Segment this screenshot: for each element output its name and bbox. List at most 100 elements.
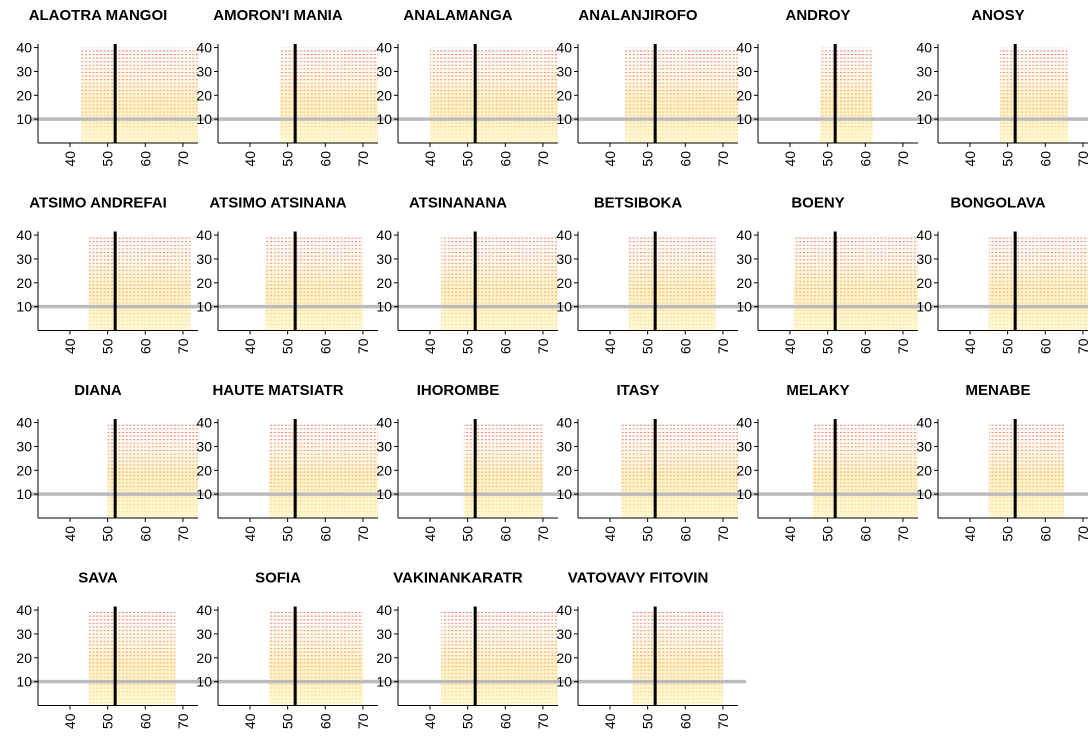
panel-title: AMORON'I MANIA bbox=[213, 7, 343, 24]
panel-title: BETSIBOKA bbox=[594, 195, 683, 212]
panel-title: ANALAMANGA bbox=[403, 7, 512, 24]
x-tick-label: 70 bbox=[355, 526, 371, 542]
x-tick-label: 60 bbox=[857, 526, 873, 542]
y-tick-label: 30 bbox=[16, 251, 32, 267]
y-tick-label: 40 bbox=[556, 602, 572, 618]
y-tick-label: 30 bbox=[196, 251, 212, 267]
x-tick-label: 70 bbox=[355, 713, 371, 729]
x-tick-label: 50 bbox=[100, 526, 116, 542]
density-fill bbox=[430, 47, 558, 144]
y-tick-label: 20 bbox=[916, 462, 932, 478]
x-tick-label: 70 bbox=[175, 713, 191, 729]
x-tick-label: 60 bbox=[497, 713, 513, 729]
x-tick-label: 50 bbox=[460, 151, 476, 167]
y-tick-label: 40 bbox=[736, 227, 752, 243]
x-tick-label: 50 bbox=[640, 713, 656, 729]
panel-title: MELAKY bbox=[786, 382, 849, 399]
panel-title: BOENY bbox=[791, 195, 844, 212]
x-tick-label: 70 bbox=[1075, 526, 1088, 542]
y-tick-label: 10 bbox=[556, 486, 572, 502]
x-tick-label: 60 bbox=[677, 151, 693, 167]
panel-title: DIANA bbox=[74, 382, 122, 399]
y-tick-label: 40 bbox=[16, 602, 32, 618]
y-tick-label: 20 bbox=[916, 87, 932, 103]
x-tick-label: 60 bbox=[857, 151, 873, 167]
x-tick-label: 50 bbox=[100, 151, 116, 167]
x-tick-label: 60 bbox=[137, 526, 153, 542]
x-tick-label: 50 bbox=[820, 338, 836, 354]
x-tick-label: 60 bbox=[497, 338, 513, 354]
density-fill bbox=[441, 235, 558, 331]
x-tick-label: 60 bbox=[677, 526, 693, 542]
y-tick-label: 20 bbox=[736, 275, 752, 291]
y-tick-label: 10 bbox=[16, 674, 32, 690]
y-tick-label: 30 bbox=[916, 63, 932, 79]
y-tick-label: 30 bbox=[556, 251, 572, 267]
y-tick-label: 30 bbox=[736, 438, 752, 454]
y-tick-label: 20 bbox=[916, 275, 932, 291]
x-tick-label: 40 bbox=[602, 526, 618, 542]
density-fill bbox=[793, 235, 918, 331]
panel-title: VAKINANKARATR bbox=[393, 570, 523, 587]
panel-title: ANALANJIROFO bbox=[578, 7, 697, 24]
density-fill bbox=[812, 422, 918, 518]
y-tick-label: 20 bbox=[556, 650, 572, 666]
y-tick-label: 40 bbox=[376, 602, 392, 618]
x-tick-label: 60 bbox=[497, 151, 513, 167]
y-tick-label: 10 bbox=[556, 111, 572, 127]
panel-title: HAUTE MATSIATR bbox=[212, 382, 343, 399]
x-tick-label: 60 bbox=[1037, 151, 1053, 167]
y-tick-label: 10 bbox=[736, 486, 752, 502]
panel-title: SAVA bbox=[78, 570, 118, 587]
density-fill bbox=[1000, 47, 1068, 144]
x-tick-label: 50 bbox=[100, 713, 116, 729]
y-tick-label: 40 bbox=[196, 415, 212, 431]
y-tick-label: 20 bbox=[16, 650, 32, 666]
y-tick-label: 30 bbox=[916, 438, 932, 454]
x-tick-label: 50 bbox=[820, 151, 836, 167]
x-tick-label: 60 bbox=[317, 151, 333, 167]
x-tick-label: 70 bbox=[535, 713, 551, 729]
x-tick-label: 50 bbox=[460, 338, 476, 354]
y-tick-label: 20 bbox=[736, 462, 752, 478]
x-tick-label: 40 bbox=[62, 338, 78, 354]
y-tick-label: 40 bbox=[196, 602, 212, 618]
x-tick-label: 60 bbox=[1037, 338, 1053, 354]
y-tick-label: 40 bbox=[556, 227, 572, 243]
y-tick-label: 10 bbox=[376, 111, 392, 127]
y-tick-label: 30 bbox=[196, 626, 212, 642]
y-tick-label: 30 bbox=[376, 63, 392, 79]
density-fill bbox=[107, 422, 198, 518]
density-fill bbox=[268, 610, 363, 706]
x-tick-label: 70 bbox=[715, 151, 731, 167]
x-tick-label: 60 bbox=[317, 338, 333, 354]
panel-title: ATSINANANA bbox=[409, 195, 507, 212]
x-tick-label: 40 bbox=[602, 338, 618, 354]
density-fill bbox=[88, 235, 191, 331]
y-tick-label: 10 bbox=[556, 299, 572, 315]
y-tick-label: 40 bbox=[376, 227, 392, 243]
panel-title: ATSIMO ATSINANA bbox=[209, 195, 346, 212]
x-tick-label: 50 bbox=[280, 338, 296, 354]
y-tick-label: 10 bbox=[196, 111, 212, 127]
y-tick-label: 40 bbox=[916, 227, 932, 243]
y-tick-label: 10 bbox=[916, 486, 932, 502]
x-tick-label: 40 bbox=[422, 338, 438, 354]
y-tick-label: 30 bbox=[916, 251, 932, 267]
y-tick-label: 30 bbox=[556, 626, 572, 642]
y-tick-label: 30 bbox=[16, 63, 32, 79]
x-tick-label: 40 bbox=[422, 713, 438, 729]
x-tick-label: 70 bbox=[1075, 151, 1088, 167]
x-tick-label: 60 bbox=[677, 713, 693, 729]
x-tick-label: 70 bbox=[715, 526, 731, 542]
x-tick-label: 70 bbox=[175, 338, 191, 354]
density-fill bbox=[441, 610, 558, 706]
x-tick-label: 50 bbox=[1000, 526, 1016, 542]
y-tick-label: 40 bbox=[556, 415, 572, 431]
x-tick-label: 50 bbox=[460, 713, 476, 729]
y-tick-label: 10 bbox=[736, 299, 752, 315]
y-tick-label: 20 bbox=[376, 462, 392, 478]
x-tick-label: 70 bbox=[535, 151, 551, 167]
y-tick-label: 40 bbox=[556, 40, 572, 56]
